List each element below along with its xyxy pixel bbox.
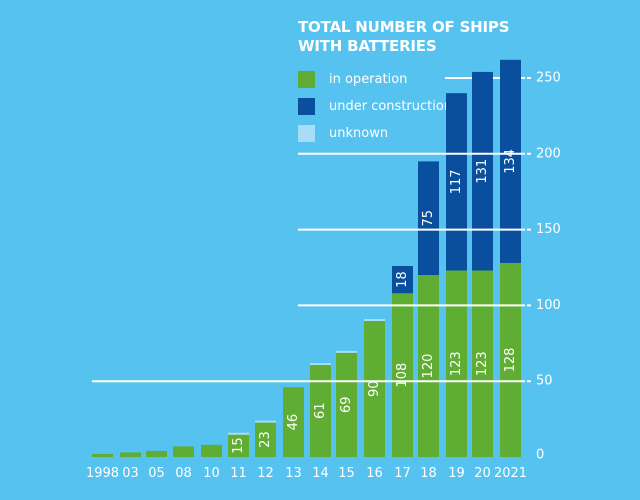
legend-label-in-operation: in operation xyxy=(329,72,408,87)
legend-swatch-under-construction xyxy=(298,98,315,115)
data-label-under-construction-17: 18 xyxy=(395,271,410,288)
data-label-under-construction-19: 117 xyxy=(449,169,464,194)
legend-swatch-in-operation xyxy=(298,71,315,88)
xtick-label-10: 10 xyxy=(203,466,220,481)
data-label-in-operation-2021: 128 xyxy=(503,348,518,373)
bar-in-operation-16 xyxy=(364,320,385,457)
xtick-label-08: 08 xyxy=(175,466,192,481)
xtick-label-17: 17 xyxy=(394,466,411,481)
xtick-label-05: 05 xyxy=(148,466,165,481)
bar-in-operation-13 xyxy=(283,387,304,457)
ytick-label-200: 200 xyxy=(536,146,561,161)
bar-under-construction-20 xyxy=(472,71,493,271)
xtick-label-20: 20 xyxy=(474,466,491,481)
chart-title: TOTAL NUMBER OF SHIPS WITH BATTERIES xyxy=(298,18,510,56)
bar-under-construction-18 xyxy=(418,161,439,276)
bar-in-operation-1998 xyxy=(92,453,113,457)
xtick-label-1998: 1998 xyxy=(86,466,119,481)
bar-unknown-12 xyxy=(255,420,276,423)
xtick-label-19: 19 xyxy=(448,466,465,481)
bar-in-operation-12 xyxy=(255,422,276,457)
bar-unknown-14 xyxy=(310,363,331,366)
bar-in-operation-14 xyxy=(310,364,331,457)
ytick-label-0: 0 xyxy=(536,448,544,463)
data-label-in-operation-12: 23 xyxy=(258,431,273,448)
xtick-label-14: 14 xyxy=(312,466,329,481)
data-label-under-construction-20: 131 xyxy=(475,159,490,184)
legend-item-in-operation: in operation xyxy=(298,66,452,93)
data-label-in-operation-20: 123 xyxy=(475,351,490,376)
ytick-label-250: 250 xyxy=(536,71,561,86)
data-label-in-operation-19: 123 xyxy=(449,351,464,376)
ytick-label-50: 50 xyxy=(536,374,553,389)
xtick-label-11: 11 xyxy=(230,466,247,481)
bar-under-construction-19 xyxy=(446,93,467,271)
xtick-label-15: 15 xyxy=(338,466,355,481)
xtick-label-18: 18 xyxy=(420,466,437,481)
data-label-in-operation-15: 69 xyxy=(339,396,354,413)
xtick-label-2021: 2021 xyxy=(494,466,527,481)
bar-in-operation-18 xyxy=(418,275,439,457)
data-label-under-construction-2021: 134 xyxy=(503,149,518,174)
xtick-label-03: 03 xyxy=(122,466,139,481)
legend: in operation under construction unknown xyxy=(298,66,452,147)
legend-swatch-unknown xyxy=(298,125,315,142)
bar-under-construction-2021 xyxy=(500,59,521,263)
legend-label-under-construction: under construction xyxy=(329,99,453,114)
bar-in-operation-10 xyxy=(201,444,222,457)
data-label-in-operation-17: 108 xyxy=(395,363,410,388)
bar-unknown-11 xyxy=(228,432,249,435)
data-label-in-operation-13: 46 xyxy=(286,414,301,431)
xtick-label-12: 12 xyxy=(257,466,274,481)
bar-in-operation-20 xyxy=(472,270,493,457)
data-label-in-operation-16: 90 xyxy=(367,381,382,398)
bar-in-operation-19 xyxy=(446,270,467,457)
bar-in-operation-17 xyxy=(392,293,413,457)
legend-item-under-construction: under construction xyxy=(298,93,452,120)
bar-in-operation-2021 xyxy=(500,262,521,457)
xtick-label-16: 16 xyxy=(366,466,383,481)
legend-label-unknown: unknown xyxy=(329,126,389,141)
bar-in-operation-05 xyxy=(146,450,167,457)
bar-unknown-16 xyxy=(364,319,385,322)
bar-unknown-15 xyxy=(336,350,357,353)
data-label-in-operation-14: 61 xyxy=(313,402,328,419)
data-label-under-construction-18: 75 xyxy=(421,210,436,227)
data-label-in-operation-11: 15 xyxy=(231,437,246,454)
bar-under-construction-17 xyxy=(392,265,413,294)
xtick-label-13: 13 xyxy=(285,466,302,481)
bar-in-operation-03 xyxy=(120,452,141,457)
ytick-label-150: 150 xyxy=(536,222,561,237)
chart-title-line-1: TOTAL NUMBER OF SHIPS xyxy=(298,18,510,36)
bar-in-operation-08 xyxy=(173,446,194,457)
legend-item-unknown: unknown xyxy=(298,120,452,147)
data-label-in-operation-18: 120 xyxy=(421,354,436,379)
bar-in-operation-11 xyxy=(228,434,249,457)
bar-in-operation-15 xyxy=(336,352,357,457)
chart-title-line-2: WITH BATTERIES xyxy=(298,37,437,55)
ytick-label-100: 100 xyxy=(536,298,561,313)
